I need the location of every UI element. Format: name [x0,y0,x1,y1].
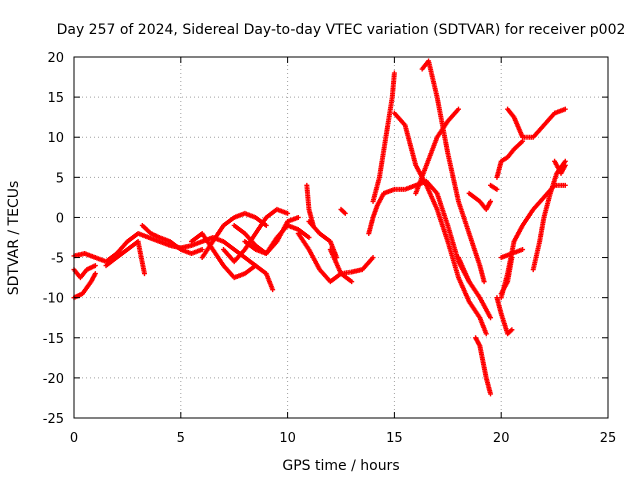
x-tick-label: 0 [70,431,78,446]
data-track [488,182,500,192]
y-axis-label: SDTVAR / TECUs [6,181,22,296]
data-track [552,158,568,176]
data-track [498,247,526,261]
data-point [562,106,568,112]
data-track [494,295,515,337]
data-track [505,106,568,140]
data-track [71,263,98,281]
data-point [263,222,269,228]
data-point [199,247,205,253]
data-track [199,210,269,261]
data-point [349,279,355,285]
data-point [481,279,487,285]
data-point [562,182,568,188]
data-track [530,158,568,273]
y-tick-label: 15 [47,91,64,106]
data-point [509,255,515,261]
data-point [520,247,526,253]
x-tick-label: 5 [177,431,185,446]
data-point [488,315,494,321]
data-point [270,287,276,293]
data-track [455,255,494,321]
data-point [370,255,376,261]
data-point [488,198,494,204]
grid-lines [74,57,608,418]
data-point [285,210,291,216]
chart-title: Day 257 of 2024, Sidereal Day-to-day VTE… [57,22,626,38]
data-point [488,391,494,397]
data-track [231,214,301,257]
x-axis-label: GPS time / hours [282,458,399,474]
y-tick-label: -5 [51,252,64,267]
y-tick-label: -20 [43,372,64,387]
data-track [498,255,515,297]
data-track [338,206,348,216]
y-tick-label: 5 [56,171,64,186]
y-tick-label: -25 [43,412,64,427]
data-marks [71,58,568,397]
data-track [370,70,397,204]
data-track [304,182,316,228]
data-track [295,230,376,285]
data-track [494,138,526,180]
y-tick-labels: -25 -20 -15 -10 -5 0 5 10 15 20 [43,51,64,427]
x-tick-label: 20 [493,431,510,446]
data-point [253,263,259,269]
plot-frame [73,56,609,419]
y-tick-label: -15 [43,332,64,347]
data-track [103,239,147,277]
data-track [419,58,487,285]
data-track [473,335,494,397]
data-point [141,271,147,277]
x-tick-label: 10 [279,431,296,446]
y-tick-label: 20 [47,51,64,66]
y-tick-label: 0 [56,211,64,226]
data-point [310,222,316,228]
data-track [327,247,355,285]
x-tick-label: 25 [600,431,617,446]
data-point [92,271,98,277]
tick-marks [73,56,609,419]
x-tick-labels: 0 5 10 15 20 25 [70,431,616,446]
data-point [92,263,98,269]
x-tick-label: 15 [386,431,403,446]
y-tick-label: -10 [43,292,64,307]
data-point [509,327,515,333]
data-track [71,271,98,301]
data-point [295,214,301,220]
data-point [483,331,489,337]
data-track [391,110,489,337]
data-track [466,190,494,212]
data-point [494,186,500,192]
data-point [455,106,461,112]
y-tick-label: 10 [47,131,64,146]
data-track [413,106,461,196]
data-point [562,162,568,168]
data-point [391,70,397,76]
data-point [342,210,348,216]
data-track [139,222,205,257]
data-point [306,235,312,240]
